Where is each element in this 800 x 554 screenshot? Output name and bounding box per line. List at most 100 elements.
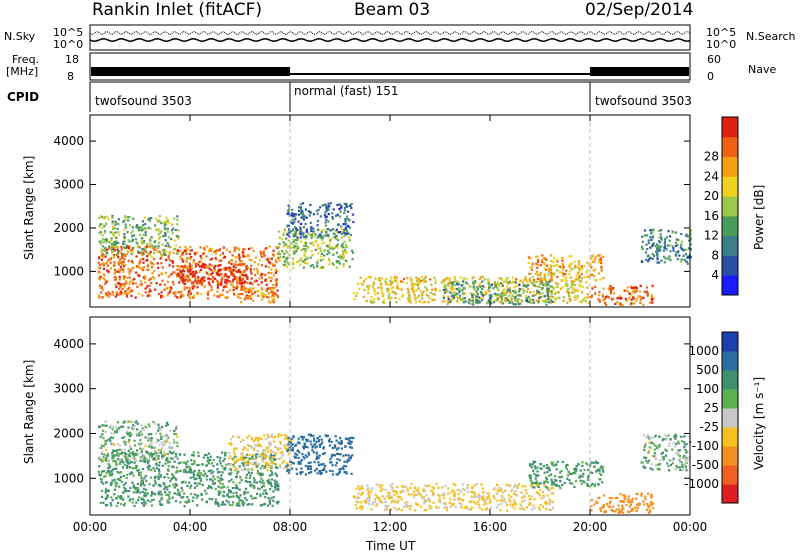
data-cell [107,489,111,492]
data-cell [275,270,278,273]
data-cell [128,286,131,289]
data-cell [460,503,463,506]
data-cell [377,297,380,300]
data-cell [253,268,256,271]
data-cell [265,293,268,297]
data-cell [189,476,192,479]
data-cell [287,446,290,449]
data-cell [152,420,155,423]
data-cell [548,269,551,272]
data-cell [301,438,304,441]
data-cell [564,278,567,281]
data-cell [155,467,159,470]
data-cell [201,263,205,266]
data-cell [586,463,589,466]
data-cell [153,469,157,472]
data-cell [105,490,108,493]
data-cell [328,444,331,447]
data-cell [239,259,242,263]
data-cell [143,216,146,219]
data-cell [512,303,515,306]
data-cell [115,431,118,434]
data-cell [250,287,253,290]
data-cell [187,292,190,295]
data-cell [309,440,312,443]
data-cell [348,265,351,268]
data-cell [448,279,451,282]
data-cell [105,472,108,475]
data-cell [660,236,663,239]
data-cell [327,206,330,209]
data-cell [228,442,231,445]
data-cell [414,297,417,300]
data-cell [244,487,248,490]
data-cell [139,447,142,450]
data-cell [345,229,348,232]
data-cell [122,486,125,489]
data-cell [505,278,508,281]
data-cell [300,240,303,243]
data-cell [242,439,245,442]
data-cell [586,269,589,272]
data-cell [208,283,211,286]
data-cell [283,434,286,437]
data-cell [269,441,272,444]
data-cell [247,471,251,474]
data-cell [537,299,540,302]
data-cell [171,473,174,476]
data-cell [269,288,272,291]
data-cell [109,293,112,296]
data-cell [224,451,227,454]
data-cell [273,458,276,462]
data-cell [152,252,156,255]
data-cell [432,501,435,504]
data-cell [318,445,322,448]
data-cell [100,435,103,438]
data-cell [344,243,347,246]
data-cell [120,248,123,251]
data-cell [142,447,145,451]
data-cell [113,275,117,279]
colorbar-swatch [722,117,738,138]
data-cell [469,292,472,295]
data-cell [121,254,124,257]
colorbar-swatch [722,176,738,197]
data-cell [102,245,105,248]
data-cell [189,249,192,252]
data-cell [202,253,205,256]
data-cell [687,247,691,250]
data-cell [175,478,178,481]
data-cell [530,268,533,271]
data-cell [245,294,248,297]
data-cell [677,238,680,241]
data-cell [182,468,186,472]
data-cell [496,283,499,286]
data-cell [468,500,471,504]
data-cell [132,450,135,454]
data-cell [370,508,373,511]
data-cell [146,265,149,268]
data-cell [124,223,127,226]
freq-band-3 [590,67,689,76]
data-cell [216,271,220,274]
data-cell [120,452,123,455]
data-cell [519,503,522,506]
data-cell [106,215,109,218]
data-cell [510,281,513,285]
data-cell [240,288,243,291]
data-cell [136,449,139,452]
data-cell [205,500,208,503]
data-cell [523,495,526,499]
data-cell [367,289,370,292]
data-cell [191,287,194,290]
data-cell [244,287,247,290]
data-cell [127,456,130,459]
data-cell [240,499,243,502]
data-cell [266,465,269,468]
data-cell [545,464,549,467]
data-cell [174,291,177,294]
data-cell [105,459,108,462]
data-cell [111,499,114,502]
data-cell [489,296,492,299]
